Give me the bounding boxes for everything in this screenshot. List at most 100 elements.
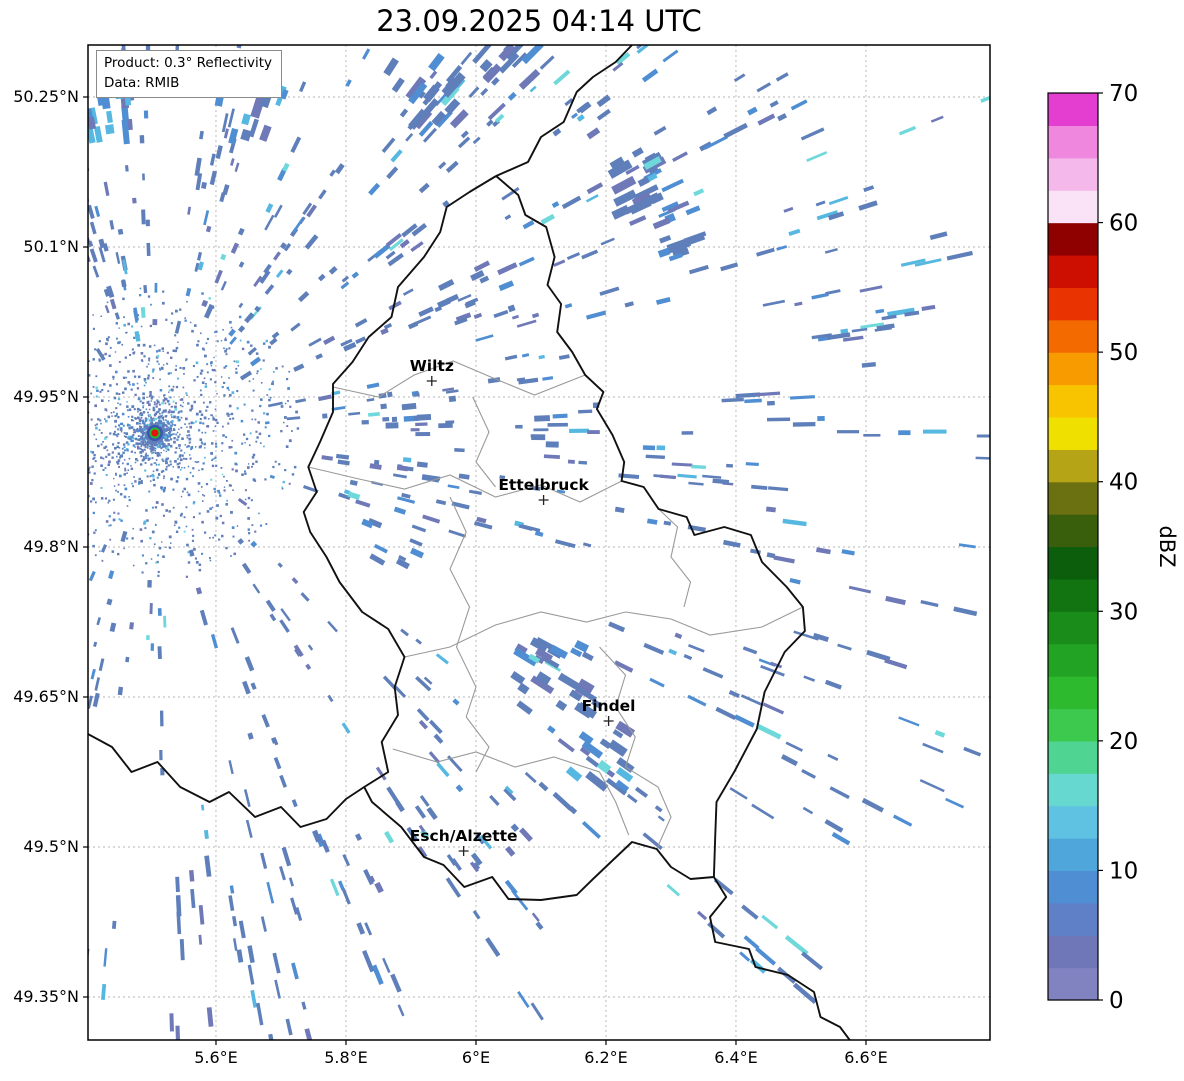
radar-echo <box>282 480 285 484</box>
radar-echo <box>436 762 450 778</box>
radar-echo <box>210 365 213 367</box>
radar-echo <box>93 454 96 457</box>
radar-echo <box>101 559 104 562</box>
radar-echo <box>254 305 261 313</box>
radar-echo <box>793 630 819 641</box>
radar-echo <box>165 409 167 411</box>
radar-echo <box>776 245 788 251</box>
radar-echo <box>445 64 463 84</box>
radar-echo <box>144 429 146 431</box>
radar-echo <box>162 434 164 436</box>
radar-echo <box>199 372 203 375</box>
radar-echo <box>154 506 158 509</box>
radar-echo <box>210 633 219 649</box>
radar-echo <box>116 445 119 449</box>
radar-echo <box>139 429 143 432</box>
radar-echo <box>751 484 768 491</box>
radar-echo <box>239 370 253 381</box>
radar-echo <box>160 452 162 454</box>
radar-echo <box>259 124 272 142</box>
radar-echo <box>269 337 278 346</box>
radar-echo <box>143 522 146 525</box>
radar-echo <box>643 156 662 171</box>
radar-echo <box>289 405 292 408</box>
radar-echo <box>115 251 121 265</box>
lat-tick-label: 50.25°N <box>13 87 79 106</box>
radar-echo <box>777 113 788 122</box>
radar-echo <box>214 456 217 459</box>
radar-echo <box>218 538 221 541</box>
lon-tick-label: 6.6°E <box>844 1048 888 1067</box>
radar-echo <box>182 367 186 370</box>
radar-echo <box>473 521 493 530</box>
radar-echo <box>221 386 224 389</box>
radar-echo <box>91 465 94 468</box>
radar-echo <box>614 660 634 673</box>
colorbar-band <box>1048 643 1098 677</box>
colorbar-tick-label: 20 <box>1109 729 1138 755</box>
radar-echo <box>160 437 162 440</box>
radar-site-marker <box>146 425 163 441</box>
radar-echo <box>225 365 228 368</box>
radar-echo <box>102 468 105 471</box>
radar-echo <box>122 376 126 379</box>
radar-echo <box>153 483 156 487</box>
radar-echo <box>232 535 235 538</box>
radar-echo <box>567 459 575 464</box>
radar-echo <box>255 440 258 443</box>
radar-echo <box>162 423 165 425</box>
radar-echo <box>168 389 171 392</box>
radar-echo <box>400 628 409 637</box>
radar-echo <box>150 450 153 453</box>
radar-echo <box>187 561 191 564</box>
radar-echo <box>297 291 310 303</box>
radar-echo <box>82 373 83 374</box>
radar-echo <box>195 446 197 448</box>
radar-echo <box>140 307 146 318</box>
radar-echo <box>152 377 155 379</box>
radar-echo <box>149 439 151 442</box>
radar-echo <box>155 356 159 359</box>
radar-echo <box>124 487 128 491</box>
radar-echo <box>223 347 225 350</box>
radar-echo <box>98 358 101 361</box>
radar-echo <box>881 314 897 321</box>
radar-echo <box>327 620 338 633</box>
radar-echo <box>91 479 94 482</box>
radar-echo <box>191 539 194 542</box>
radar-echo <box>288 370 291 373</box>
radar-echo <box>220 376 223 378</box>
radar-echo <box>157 445 160 449</box>
radar-echo <box>165 458 168 460</box>
radar-echo <box>837 643 852 651</box>
radar-echo <box>146 519 149 522</box>
city-label: Ettelbruck <box>498 476 589 494</box>
radar-echo <box>327 694 334 703</box>
radar-echo <box>216 504 219 507</box>
radar-echo <box>827 753 839 762</box>
radar-echo <box>631 191 651 206</box>
radar-echo <box>147 439 150 442</box>
radar-echo <box>205 225 212 233</box>
radar-echo <box>202 401 205 404</box>
radar-echo <box>885 595 906 606</box>
radar-echo <box>200 413 204 416</box>
radar-echo <box>211 464 215 468</box>
radar-echo <box>126 424 130 427</box>
radar-echo <box>234 451 238 455</box>
radar-echo <box>149 440 152 443</box>
radar-echo <box>274 460 277 463</box>
radar-echo <box>101 95 111 110</box>
radar-echo <box>159 710 164 727</box>
radar-echo <box>458 473 470 480</box>
radar-echo <box>615 779 630 793</box>
radar-echo <box>645 454 665 460</box>
radar-echo <box>741 904 759 920</box>
radar-echo <box>585 194 599 203</box>
radar-echo <box>199 130 204 140</box>
city-marker <box>603 716 614 726</box>
radar-echo <box>115 392 119 395</box>
radar-echo <box>399 108 409 118</box>
radar-echo <box>374 881 384 894</box>
radar-echo <box>385 232 402 247</box>
